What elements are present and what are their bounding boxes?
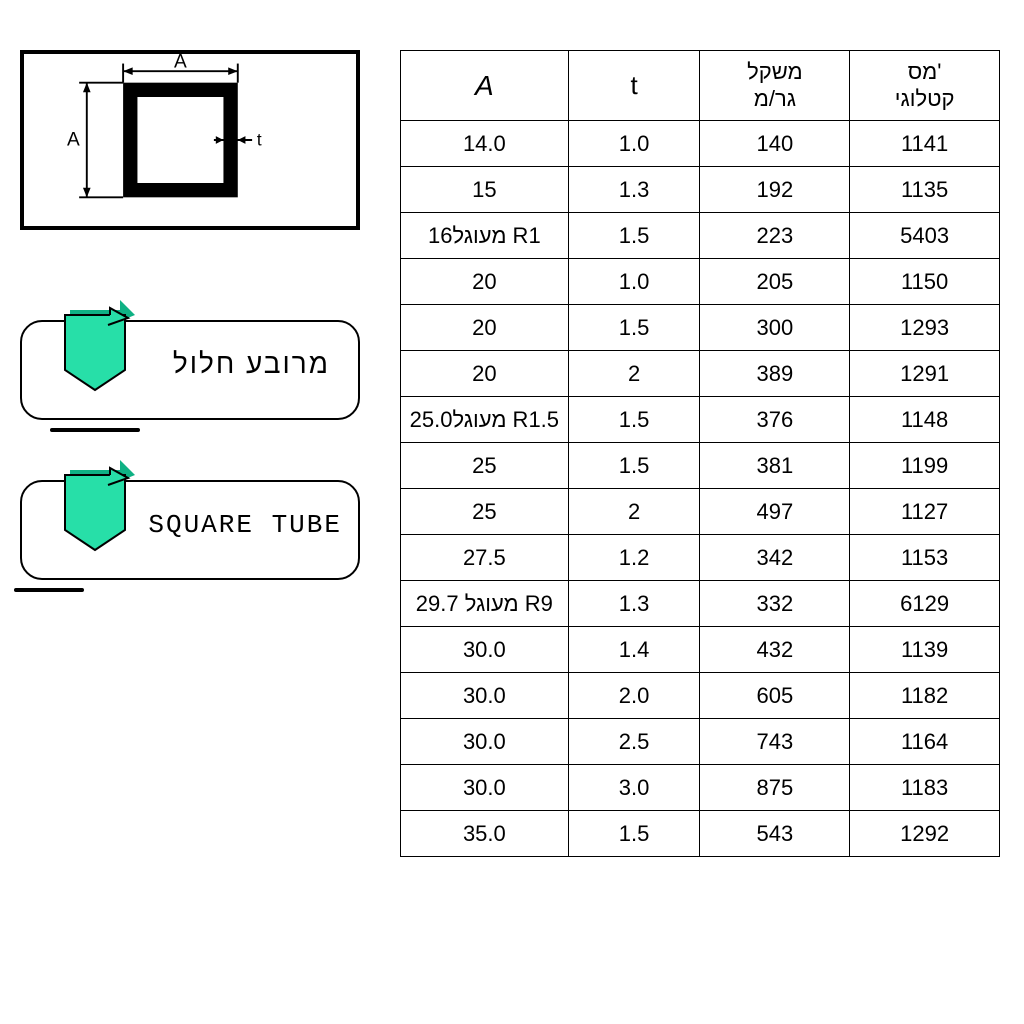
cell-weight: 432: [700, 627, 850, 673]
cell-catalog: 1164: [850, 719, 1000, 765]
cell-A: 30.0: [401, 765, 569, 811]
left-column: A A t מרובע חלול: [20, 50, 370, 580]
cell-A: 35.0: [401, 811, 569, 857]
table-row: 201.02051150: [401, 259, 1000, 305]
cell-catalog: 1292: [850, 811, 1000, 857]
cell-weight: 875: [700, 765, 850, 811]
table-row: 35.01.55431292: [401, 811, 1000, 857]
table-row: 25.0מעוגל R1.51.53761148: [401, 397, 1000, 443]
table: A t משקל גר/מ מס' קטלוגי 14.01.014011411…: [400, 50, 1000, 857]
cell-A: 14.0: [401, 121, 569, 167]
cell-t: 2.0: [568, 673, 700, 719]
cell-A: 20: [401, 351, 569, 397]
cell-A: 27.5: [401, 535, 569, 581]
cell-A: 30.0: [401, 627, 569, 673]
cell-weight: 376: [700, 397, 850, 443]
cell-A: 20: [401, 259, 569, 305]
cell-catalog: 1148: [850, 397, 1000, 443]
cell-t: 1.3: [568, 167, 700, 213]
table-row: 251.53811199: [401, 443, 1000, 489]
cell-t: 1.5: [568, 397, 700, 443]
cell-A: 25: [401, 489, 569, 535]
title-tag-hebrew: מרובע חלול: [20, 300, 360, 420]
cell-t: 2: [568, 489, 700, 535]
cell-weight: 389: [700, 351, 850, 397]
cell-t: 1.5: [568, 443, 700, 489]
cell-t: 1.0: [568, 121, 700, 167]
cell-weight: 140: [700, 121, 850, 167]
col-header-weight: משקל גר/מ: [700, 51, 850, 121]
cell-t: 2: [568, 351, 700, 397]
title-english: SQUARE TUBE: [148, 510, 342, 540]
table-row: 27.51.23421153: [401, 535, 1000, 581]
cell-t: 1.0: [568, 259, 700, 305]
cell-catalog: 1135: [850, 167, 1000, 213]
table-row: 30.02.57431164: [401, 719, 1000, 765]
cell-t: 1.5: [568, 213, 700, 259]
cell-weight: 192: [700, 167, 850, 213]
cell-t: 1.4: [568, 627, 700, 673]
cell-catalog: 1139: [850, 627, 1000, 673]
square-tube-diagram: A A t: [20, 50, 360, 230]
col-header-t: t: [568, 51, 700, 121]
table-row: 30.03.08751183: [401, 765, 1000, 811]
cell-weight: 381: [700, 443, 850, 489]
spec-table: A t משקל גר/מ מס' קטלוגי 14.01.014011411…: [400, 50, 1000, 857]
cell-A: 30.0: [401, 719, 569, 765]
cell-A: 16מעוגל R1: [401, 213, 569, 259]
col-header-catalog: מס' קטלוגי: [850, 51, 1000, 121]
cell-weight: 497: [700, 489, 850, 535]
cell-weight: 332: [700, 581, 850, 627]
table-row: 14.01.01401141: [401, 121, 1000, 167]
cell-A: 20: [401, 305, 569, 351]
cell-A: 30.0: [401, 673, 569, 719]
table-row: 2023891291: [401, 351, 1000, 397]
cell-catalog: 1182: [850, 673, 1000, 719]
cell-catalog: 6129: [850, 581, 1000, 627]
col-header-a: A: [401, 51, 569, 121]
cell-t: 1.3: [568, 581, 700, 627]
cell-A: 25: [401, 443, 569, 489]
table-header-row: A t משקל גר/מ מס' קטלוגי: [401, 51, 1000, 121]
table-row: 201.53001293: [401, 305, 1000, 351]
table-row: 30.02.06051182: [401, 673, 1000, 719]
cell-catalog: 1127: [850, 489, 1000, 535]
cell-weight: 743: [700, 719, 850, 765]
cell-t: 3.0: [568, 765, 700, 811]
dim-label-a-left: A: [67, 130, 80, 151]
ribbon-icon: [50, 300, 140, 400]
cell-t: 1.2: [568, 535, 700, 581]
cell-t: 2.5: [568, 719, 700, 765]
cell-A: 29.7 מעוגל R9: [401, 581, 569, 627]
cell-t: 1.5: [568, 811, 700, 857]
table-row: 151.31921135: [401, 167, 1000, 213]
cell-catalog: 1199: [850, 443, 1000, 489]
title-tag-english: SQUARE TUBE: [20, 460, 360, 580]
cell-catalog: 1293: [850, 305, 1000, 351]
cell-catalog: 1153: [850, 535, 1000, 581]
title-hebrew: מרובע חלול: [173, 348, 330, 380]
dim-label-t: t: [257, 130, 262, 150]
cell-weight: 223: [700, 213, 850, 259]
cell-catalog: 1183: [850, 765, 1000, 811]
cell-catalog: 1150: [850, 259, 1000, 305]
table-row: 2524971127: [401, 489, 1000, 535]
cell-weight: 605: [700, 673, 850, 719]
cell-catalog: 1141: [850, 121, 1000, 167]
ribbon-icon: [50, 460, 140, 560]
cell-catalog: 5403: [850, 213, 1000, 259]
dim-label-a-top: A: [174, 54, 187, 72]
cell-catalog: 1291: [850, 351, 1000, 397]
cell-weight: 300: [700, 305, 850, 351]
cell-weight: 543: [700, 811, 850, 857]
cell-A: 25.0מעוגל R1.5: [401, 397, 569, 443]
cell-weight: 342: [700, 535, 850, 581]
cell-A: 15: [401, 167, 569, 213]
table-row: 30.01.44321139: [401, 627, 1000, 673]
table-row: 16מעוגל R11.52235403: [401, 213, 1000, 259]
table-row: 29.7 מעוגל R91.33326129: [401, 581, 1000, 627]
cell-weight: 205: [700, 259, 850, 305]
table-body: 14.01.01401141151.3192113516מעוגל R11.52…: [401, 121, 1000, 857]
cell-t: 1.5: [568, 305, 700, 351]
